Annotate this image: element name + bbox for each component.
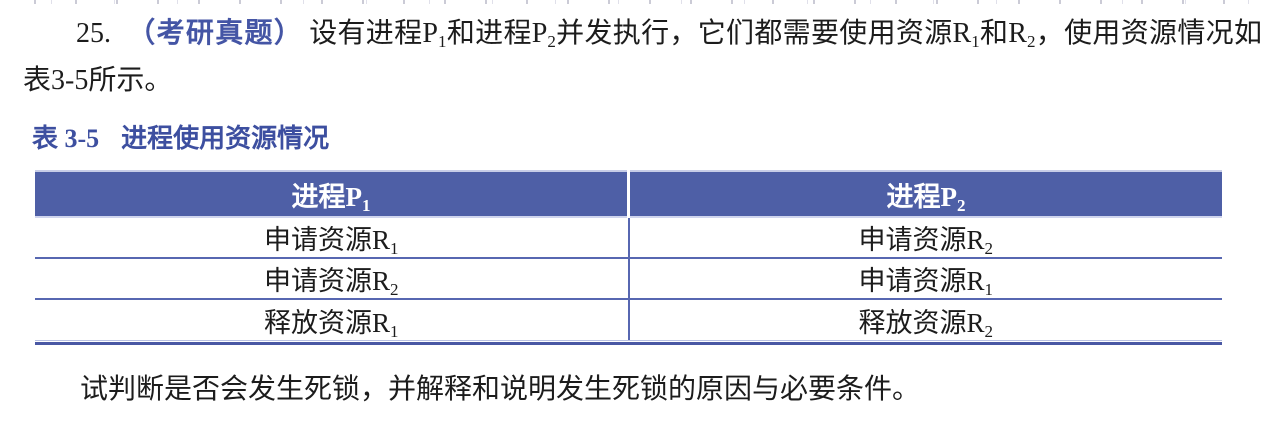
table-header-process-p1: 进程P1 [35, 171, 630, 218]
table-header-row: 进程P1 进程P2 [35, 171, 1222, 218]
question-text-4: 和R [979, 18, 1027, 49]
question-text-1: 设有进程P [309, 18, 439, 49]
question-text-5: ，使用资源情况如表3-5所示。 [23, 18, 1262, 96]
question-text-2: 和进程P [446, 18, 548, 49]
table-cell: 释放资源R2 [628, 298, 1222, 341]
table-row: 申请资源R1 申请资源R2 [35, 217, 1222, 258]
process-resource-table: 进程P1 进程P2 申请资源R1 申请资源R2 申请资源R2 申请资源R1 释放… [35, 170, 1222, 340]
question-paragraph: 25. （考研真题） 设有进程P1和进程P2并发执行，它们都需要使用资源R1和R2，… [23, 10, 1262, 104]
table-cell: 释放资源R1 [35, 298, 630, 341]
clipped-previous-line [34, 0, 1254, 4]
exam-source-tag: （考研真题） [127, 18, 304, 49]
table-bottom-border [35, 340, 1222, 345]
subscript: 1 [438, 32, 447, 51]
subscript: 1 [390, 321, 399, 341]
subscript: 2 [984, 239, 994, 258]
table-caption: 表 3-5 进程使用资源情况 [32, 124, 1278, 154]
subscript: 1 [971, 32, 980, 51]
subscript: 1 [984, 280, 994, 299]
subscript: 2 [1027, 32, 1036, 51]
closing-paragraph: 试判断是否会发生死锁，并解释和说明发生死锁的原因与必要条件。 [80, 374, 921, 405]
subscript: 2 [547, 32, 556, 51]
table-cell: 申请资源R2 [35, 257, 630, 299]
table-row: 申请资源R2 申请资源R1 [35, 257, 1222, 299]
table-cell: 申请资源R1 [628, 257, 1222, 299]
table-header-process-p2: 进程P2 [628, 171, 1222, 218]
subscript: 2 [957, 195, 966, 215]
table-cell: 申请资源R1 [35, 217, 630, 258]
table-caption-title: 进程使用资源情况 [121, 124, 330, 153]
subscript: 1 [362, 195, 371, 215]
subscript: 2 [984, 321, 994, 341]
table-row: 释放资源R1 释放资源R2 [35, 298, 1222, 341]
question-number: 25. [76, 18, 111, 49]
table-cell: 申请资源R2 [628, 217, 1222, 258]
table-caption-number: 表 3-5 [32, 124, 100, 153]
question-text-3: 并发执行，它们都需要使用资源R [555, 18, 972, 49]
subscript: 2 [390, 280, 399, 299]
subscript: 1 [390, 239, 399, 258]
